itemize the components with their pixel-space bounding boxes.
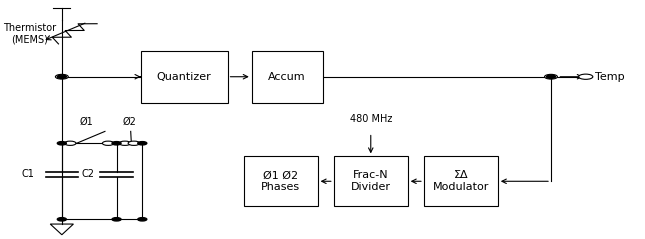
Bar xyxy=(424,156,498,206)
Circle shape xyxy=(138,218,147,221)
Circle shape xyxy=(544,74,557,79)
Circle shape xyxy=(57,75,66,78)
Circle shape xyxy=(579,74,593,79)
Text: Thermistor
(MEMS): Thermistor (MEMS) xyxy=(3,23,55,45)
Circle shape xyxy=(57,218,66,221)
Text: Quantizer: Quantizer xyxy=(157,72,212,82)
Text: C1: C1 xyxy=(21,169,34,179)
Text: Temp: Temp xyxy=(595,72,624,82)
Text: C2: C2 xyxy=(81,169,94,179)
Circle shape xyxy=(64,141,76,145)
Circle shape xyxy=(112,218,121,221)
Text: Ø2: Ø2 xyxy=(123,117,136,127)
Text: Ø1: Ø1 xyxy=(79,117,93,127)
Circle shape xyxy=(119,141,131,145)
Text: 480 MHz: 480 MHz xyxy=(350,114,392,124)
Text: Ø1 Ø2
Phases: Ø1 Ø2 Phases xyxy=(261,170,300,192)
Circle shape xyxy=(112,141,121,145)
Circle shape xyxy=(55,74,68,79)
Bar xyxy=(333,156,408,206)
Circle shape xyxy=(128,141,140,145)
Circle shape xyxy=(138,141,147,145)
Text: Frac-N
Divider: Frac-N Divider xyxy=(351,170,391,192)
Circle shape xyxy=(103,141,114,145)
Bar xyxy=(244,156,318,206)
Text: Accum: Accum xyxy=(268,72,306,82)
Bar xyxy=(252,51,322,103)
Bar xyxy=(141,51,228,103)
Text: ΣΔ
Modulator: ΣΔ Modulator xyxy=(433,170,489,192)
Circle shape xyxy=(546,75,555,78)
Circle shape xyxy=(57,141,66,145)
